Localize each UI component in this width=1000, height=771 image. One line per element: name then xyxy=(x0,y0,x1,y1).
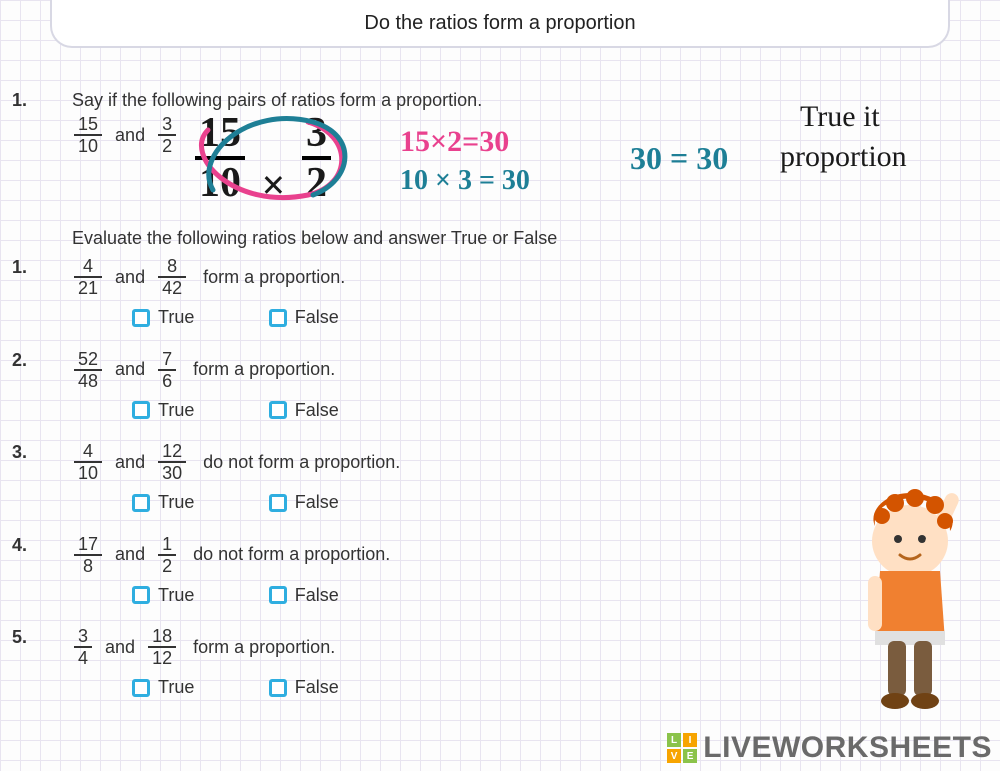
question-row: 1. 4 21 and 8 42 form a proportion. True… xyxy=(12,257,988,332)
and-text: and xyxy=(115,544,145,564)
option-true[interactable]: True xyxy=(132,585,194,606)
question-frac2: 1 2 xyxy=(156,535,178,575)
checkbox-icon[interactable] xyxy=(132,309,150,327)
example-number: 1. xyxy=(12,90,27,111)
hw-eq: 30 = 30 xyxy=(630,140,728,177)
and-text: and xyxy=(115,359,145,379)
hw-note2: proportion xyxy=(780,140,907,174)
hw-cross-multiply: 15 10 × 3 2 xyxy=(195,112,331,210)
option-true-label: True xyxy=(158,677,194,698)
question-frac2: 12 30 xyxy=(156,442,188,482)
option-false-label: False xyxy=(295,400,339,421)
question-frac1: 17 8 xyxy=(72,535,104,575)
option-true[interactable]: True xyxy=(132,307,194,328)
checkbox-icon[interactable] xyxy=(132,494,150,512)
option-false-label: False xyxy=(295,492,339,513)
hw-calc2: 10 × 3 = 30 xyxy=(400,165,530,197)
checkbox-icon[interactable] xyxy=(269,494,287,512)
watermark-badge-icon: L I V E xyxy=(667,733,697,763)
option-true-label: True xyxy=(158,492,194,513)
option-true[interactable]: True xyxy=(132,492,194,513)
question-number: 2. xyxy=(12,350,27,371)
title-text: Do the ratios form a proportion xyxy=(364,12,635,35)
checkbox-icon[interactable] xyxy=(132,401,150,419)
section-instruction: Evaluate the following ratios below and … xyxy=(72,228,988,249)
option-true-label: True xyxy=(158,400,194,421)
option-false[interactable]: False xyxy=(269,677,339,698)
example-frac1: 15 10 xyxy=(72,115,104,155)
question-frac1: 3 4 xyxy=(72,627,94,667)
checkbox-icon[interactable] xyxy=(269,679,287,697)
option-true-label: True xyxy=(158,307,194,328)
option-false[interactable]: False xyxy=(269,400,339,421)
checkbox-icon[interactable] xyxy=(269,309,287,327)
question-frac1: 52 48 xyxy=(72,350,104,390)
question-tail: form a proportion. xyxy=(203,267,345,287)
option-true[interactable]: True xyxy=(132,400,194,421)
option-false-label: False xyxy=(295,677,339,698)
option-false-label: False xyxy=(295,585,339,606)
and-text: and xyxy=(115,452,145,472)
options-row: True False xyxy=(132,400,988,425)
option-true-label: True xyxy=(158,585,194,606)
question-row: 2. 52 48 and 7 6 form a proportion. True… xyxy=(12,350,988,425)
question-number: 4. xyxy=(12,535,27,556)
watermark-text: LIVEWORKSHEETS xyxy=(703,731,992,765)
question-number: 1. xyxy=(12,257,27,278)
checkbox-icon[interactable] xyxy=(269,586,287,604)
option-true[interactable]: True xyxy=(132,677,194,698)
cartoon-child-icon xyxy=(790,481,980,711)
question-number: 3. xyxy=(12,442,27,463)
question-frac2: 18 12 xyxy=(146,627,178,667)
option-false-label: False xyxy=(295,307,339,328)
question-frac2: 7 6 xyxy=(156,350,178,390)
question-number: 5. xyxy=(12,627,27,648)
example-frac2: 3 2 xyxy=(156,115,178,155)
page-title: Do the ratios form a proportion xyxy=(50,0,950,48)
question-frac1: 4 10 xyxy=(72,442,104,482)
question-tail: form a proportion. xyxy=(193,359,335,379)
question-tail: do not form a proportion. xyxy=(193,544,390,564)
watermark: L I V E LIVEWORKSHEETS xyxy=(667,731,992,765)
and-text: and xyxy=(115,267,145,287)
question-tail: do not form a proportion. xyxy=(203,452,400,472)
question-frac2: 8 42 xyxy=(156,257,188,297)
and-text: and xyxy=(105,637,135,657)
option-false[interactable]: False xyxy=(269,492,339,513)
and-text: and xyxy=(115,125,145,145)
hw-note1: True it xyxy=(800,100,880,134)
option-false[interactable]: False xyxy=(269,585,339,606)
option-false[interactable]: False xyxy=(269,307,339,328)
question-frac1: 4 21 xyxy=(72,257,104,297)
hw-calc1: 15×2=30 xyxy=(400,125,509,159)
question-tail: form a proportion. xyxy=(193,637,335,657)
checkbox-icon[interactable] xyxy=(269,401,287,419)
options-row: True False xyxy=(132,307,988,332)
checkbox-icon[interactable] xyxy=(132,586,150,604)
checkbox-icon[interactable] xyxy=(132,679,150,697)
